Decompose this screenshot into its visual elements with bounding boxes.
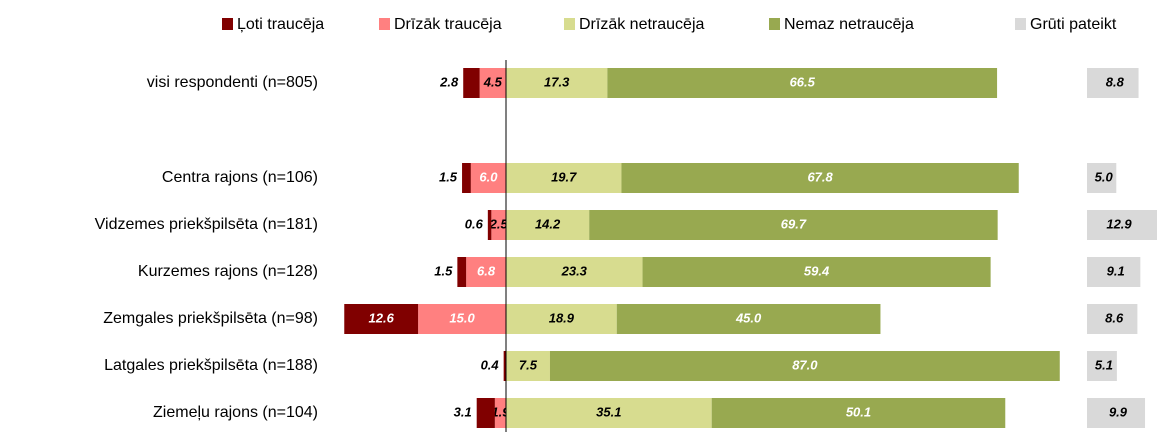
bar-segment [1087,210,1157,240]
category-label: Zemgales priekšpilsēta (n=98) [103,310,318,327]
bar-segment [616,304,881,334]
value-label: 0.4 [481,357,500,372]
bar-segment [549,351,1060,381]
bar-segment [463,68,480,98]
bar-segment [1087,68,1139,98]
bar-segment [1087,304,1138,334]
bar-segment [479,68,506,98]
bar-segment [1087,163,1117,193]
bar-segment [418,304,506,334]
value-label: 67.8 [807,169,833,184]
bar-segment [642,257,991,287]
bar-segment [711,398,1006,428]
bar-segment [621,163,1019,193]
legend-swatch [222,18,233,30]
bar-segment [494,398,506,428]
value-label: 5.0 [1095,169,1114,184]
legend-swatch [769,18,780,30]
bar-segment [506,257,643,287]
bar-segment [1087,398,1146,428]
value-label: 9.1 [1107,263,1125,278]
bar-segment [503,351,506,381]
value-label: 7.5 [519,357,538,372]
category-label: Kurzemes rajons (n=128) [138,263,318,280]
value-label: 23.3 [561,263,588,278]
legend-label: Drīzāk traucēja [394,16,502,33]
value-label: 6.8 [477,263,496,278]
value-label: 66.5 [790,74,816,89]
category-label: Centra rajons (n=106) [162,169,318,186]
value-label: 3.1 [454,404,472,419]
bar-segment [607,68,998,98]
bar-segment [506,163,622,193]
value-label: 12.9 [1106,216,1132,231]
value-label: 1.5 [434,263,453,278]
category-label: Ziemeļu rajons (n=104) [153,404,318,421]
legend-swatch [1015,18,1026,30]
bar-segment [487,210,492,240]
value-label: 9.9 [1109,404,1128,419]
value-label: 35.1 [596,404,621,419]
bar-segment [462,163,471,193]
legend-label: Ļoti traucēja [237,16,324,33]
legend-label: Drīzāk netraucēja [579,16,704,33]
bar-segment [506,68,608,98]
value-label: 12.6 [369,310,395,325]
value-label: 4.5 [483,74,503,89]
category-label: Latgales priekšpilsēta (n=188) [104,357,318,374]
value-label: 17.3 [544,74,570,89]
category-label: visi respondenti (n=805) [147,74,318,91]
bar-segment [506,398,712,428]
bar-segment [457,257,467,287]
bar-segment [1087,257,1141,287]
bar-segment [506,351,550,381]
value-label: 45.0 [735,310,762,325]
bar-segment [344,304,419,334]
value-label: 2.8 [439,74,459,89]
value-label: 18.9 [549,310,575,325]
bar-segment [589,210,998,240]
category-label: Vidzemes priekšpilsēta (n=181) [95,216,318,233]
bar-segment [1087,351,1117,381]
legend-label: Grūti pateikt [1030,16,1117,33]
value-label: 69.7 [781,216,807,231]
value-label: 19.7 [551,169,577,184]
value-label: 1.5 [439,169,458,184]
value-label: 14.2 [535,216,561,231]
value-label: 8.8 [1106,74,1125,89]
bar-segment [506,210,590,240]
bar-segment [491,210,506,240]
value-label: 5.1 [1095,357,1113,372]
value-label: 87.0 [792,357,818,372]
value-label: 15.0 [449,310,475,325]
legend-swatch [564,18,575,30]
bar-segment [476,398,495,428]
bar-segment [506,304,617,334]
value-label: 8.6 [1105,310,1124,325]
legend-swatch [379,18,390,30]
legend-label: Nemaz netraucēja [784,16,914,33]
bar-segment [470,163,506,193]
value-label: 2.5 [489,216,509,231]
value-label: 0.6 [465,216,484,231]
value-label: 50.1 [846,404,871,419]
bar-segment [466,257,506,287]
value-label: 59.4 [804,263,830,278]
value-label: 6.0 [479,169,498,184]
